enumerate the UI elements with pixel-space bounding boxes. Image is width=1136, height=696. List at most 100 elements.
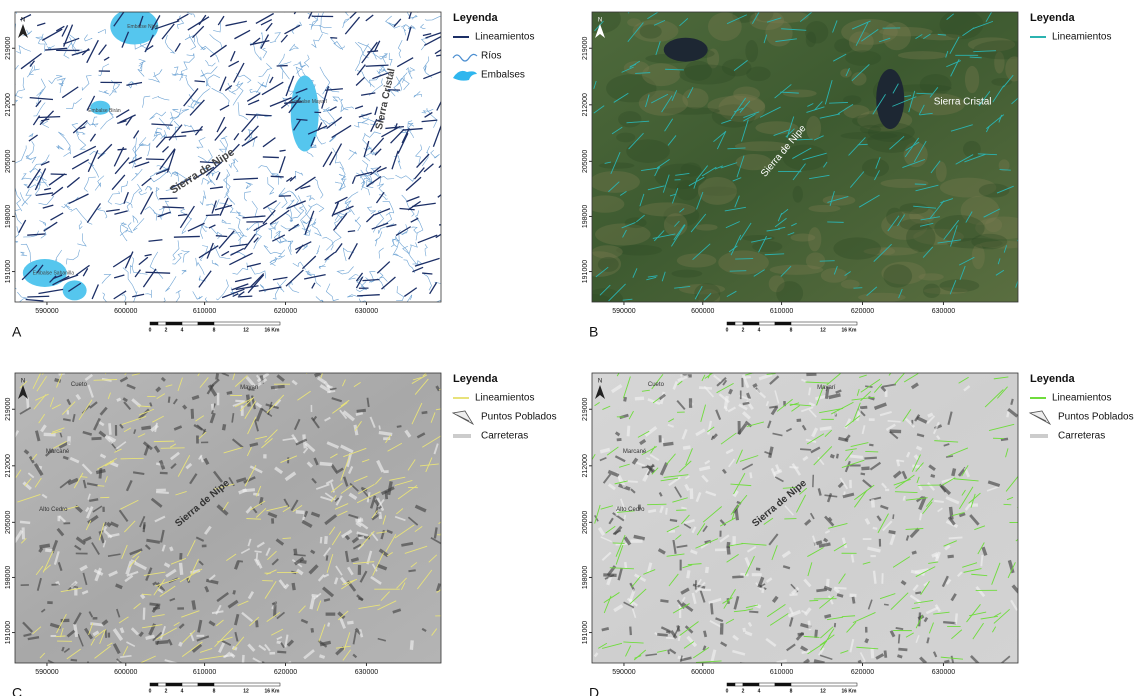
hillshade-stroke — [181, 563, 182, 575]
hillshade-stroke — [899, 634, 900, 643]
hillshade-stroke — [103, 527, 106, 531]
reservoir — [876, 69, 904, 129]
lineament — [613, 543, 625, 544]
x-axis-label: 630000 — [355, 308, 378, 315]
scale-label: 8 — [213, 327, 216, 333]
hillshade-stroke — [943, 622, 956, 623]
terrain-patch — [793, 186, 803, 203]
hillshade-stroke — [20, 522, 30, 523]
hillshade-stroke — [359, 537, 364, 538]
hillshade-stroke — [237, 561, 243, 562]
hillshade-stroke — [893, 514, 894, 519]
hillshade-stroke — [872, 648, 873, 658]
hillshade-stroke — [171, 547, 173, 551]
terrain-patch — [880, 179, 928, 188]
hillshade-stroke — [69, 436, 70, 445]
terrain-patch — [965, 66, 979, 93]
lineament — [1004, 504, 1012, 505]
hillshade-stroke — [212, 404, 213, 411]
legend-symbol — [453, 411, 473, 424]
terrain-patch — [586, 195, 625, 212]
hillshade-stroke — [750, 472, 751, 478]
terrain-patch — [843, 95, 861, 104]
hillshade-stroke — [668, 650, 669, 654]
scale-segment — [727, 683, 735, 686]
scale-segment — [759, 322, 775, 325]
y-axis-label: 219000 — [582, 36, 589, 59]
scale-segment — [182, 683, 198, 686]
hillshade-stroke — [224, 424, 225, 430]
hillshade-stroke — [351, 559, 358, 561]
place-label: Mayarí — [817, 385, 836, 391]
hillshade-stroke — [837, 454, 838, 459]
hillshade-stroke — [144, 522, 145, 532]
hillshade-stroke — [670, 520, 677, 521]
scale-label: 4 — [758, 688, 761, 694]
scale-segment — [735, 683, 743, 686]
hillshade-stroke — [898, 649, 907, 650]
hillshade-stroke — [217, 373, 218, 379]
place-label: Embalse Mayarí — [291, 99, 328, 105]
hillshade-stroke — [312, 595, 319, 596]
hillshade-stroke — [312, 628, 313, 632]
hillshade-stroke — [769, 406, 778, 407]
hillshade-stroke — [328, 623, 329, 627]
hillshade-stroke — [835, 623, 836, 627]
terrain-patch — [679, 64, 735, 84]
hillshade-stroke — [324, 599, 330, 600]
lineament — [263, 157, 279, 158]
place-label: Alto Cedro — [616, 507, 645, 513]
hillshade-stroke — [800, 449, 811, 450]
hillshade-stroke — [756, 569, 760, 570]
hillshade-stroke — [602, 628, 609, 630]
terrain-patch — [883, 264, 912, 287]
hillshade-stroke — [873, 528, 877, 529]
legend-item: Lineamientos — [475, 32, 534, 43]
hillshade-stroke — [121, 628, 123, 633]
hillshade-stroke — [107, 523, 110, 526]
terrain-patch — [862, 158, 889, 176]
y-axis-label: 205000 — [5, 150, 12, 173]
hillshade-stroke — [648, 510, 656, 511]
map-panel: CuetoMayaríMarcanéAlto CedroSierra de Ni… — [5, 356, 557, 696]
hillshade-stroke — [657, 634, 667, 635]
terrain-patch — [765, 20, 792, 47]
hillshade-stroke — [1007, 411, 1008, 417]
scale-label: 2 — [165, 688, 168, 694]
x-axis-label: 630000 — [932, 669, 955, 676]
hillshade-stroke — [927, 637, 928, 643]
scale-segment — [214, 322, 280, 325]
hillshade-stroke — [625, 562, 626, 568]
lineament — [38, 117, 60, 118]
hillshade-stroke — [819, 544, 830, 546]
scale-segment — [791, 322, 857, 325]
hillshade-stroke — [896, 628, 903, 629]
y-axis-label: 205000 — [582, 511, 589, 534]
scale-label: 2 — [742, 327, 745, 333]
scale-segment — [214, 683, 280, 686]
reservoir — [63, 280, 87, 300]
terrain-patch — [599, 162, 635, 168]
place-label: Cueto — [71, 382, 88, 388]
terrain-patch — [841, 280, 860, 289]
hillshade-stroke — [824, 539, 828, 541]
terrain-patch — [923, 284, 940, 298]
hillshade-stroke — [243, 490, 255, 491]
hillshade-stroke — [296, 512, 305, 513]
terrain-patch — [934, 215, 984, 242]
hillshade-stroke — [628, 426, 629, 436]
y-axis-label: 191000 — [582, 260, 589, 283]
y-axis-label: 191000 — [5, 621, 12, 644]
x-axis-label: 630000 — [355, 669, 378, 676]
lineament — [916, 93, 932, 94]
terrain-patch — [808, 205, 840, 212]
hillshade-stroke — [931, 475, 935, 476]
hillshade-stroke — [271, 386, 285, 387]
legend-title: Leyenda — [1030, 373, 1076, 385]
terrain-patch — [1005, 56, 1023, 81]
hillshade-stroke — [326, 536, 327, 544]
terrain-patch — [783, 89, 817, 97]
terrain-patch — [867, 132, 917, 153]
hillshade-stroke — [816, 630, 817, 638]
